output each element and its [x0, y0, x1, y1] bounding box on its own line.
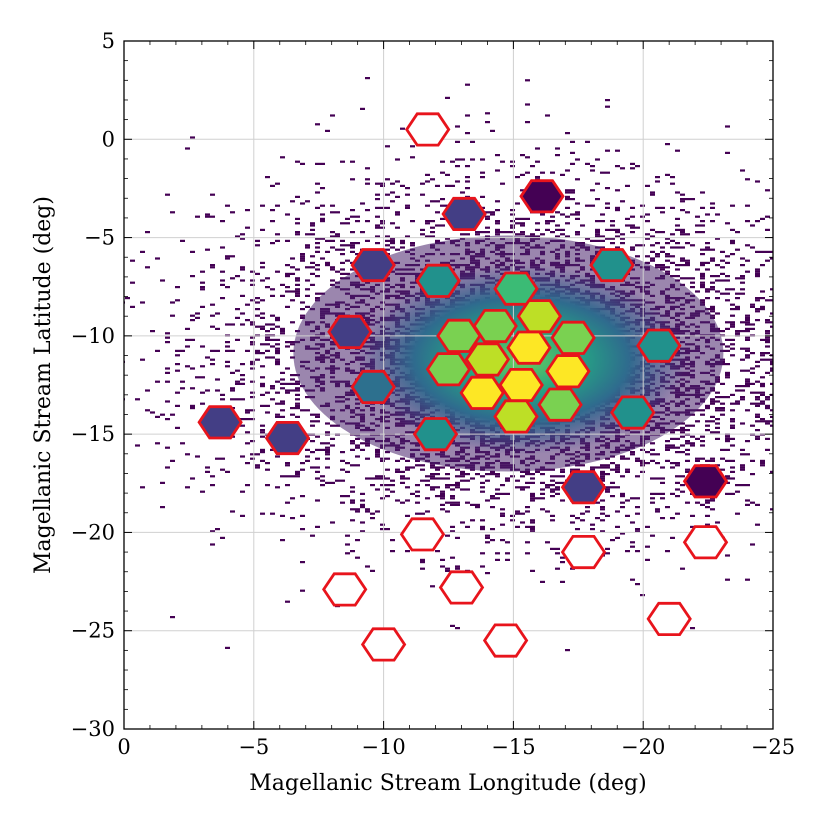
plot-frame: [123, 40, 774, 730]
field-hexagons: [197, 112, 729, 662]
field-hexagon: [560, 470, 607, 505]
field-hexagon: [610, 395, 656, 430]
field-hexagon: [550, 320, 596, 355]
field-hexagon: [589, 248, 635, 283]
y-tick-label: 5: [102, 29, 115, 53]
field-hexagon: [360, 627, 407, 662]
field-hexagon: [516, 299, 563, 334]
y-tick-label: −15: [71, 422, 115, 446]
field-hexagon: [197, 405, 243, 440]
x-tick-label: −20: [621, 735, 665, 759]
y-axis-label: Magellanic Stream Latitude (deg): [31, 196, 56, 574]
y-tick-label: −5: [84, 226, 115, 250]
x-tick-label: −15: [491, 735, 535, 759]
field-hexagon: [405, 112, 451, 147]
field-hexagon: [498, 367, 544, 403]
y-tick-label: −10: [71, 324, 115, 348]
x-tick-label: −10: [361, 735, 405, 759]
field-hexagon: [682, 464, 729, 499]
field-hexagon: [436, 318, 482, 353]
field-hexagon: [636, 328, 682, 363]
y-tick-label: −30: [71, 717, 115, 741]
field-hexagon: [438, 570, 485, 605]
field-hexagon: [264, 420, 311, 456]
x-tick-label: −5: [238, 735, 269, 759]
axes: 0 −5 −10 −15 −20 −25 5 0 −5 −10 −15 −20 −25 −30: [71, 29, 795, 759]
field-hexagon: [441, 196, 487, 232]
y-tick-label: −25: [71, 619, 115, 643]
field-hexagon: [464, 342, 511, 377]
field-hexagon: [415, 263, 461, 298]
field-hexagon: [327, 314, 373, 350]
field-hexagon: [350, 369, 396, 405]
field-hexagon: [412, 417, 459, 452]
y-tick-label: 0: [102, 127, 115, 151]
x-axis-label: Magellanic Stream Longitude (deg): [249, 771, 646, 796]
field-hexagon: [425, 352, 472, 387]
field-hexagon: [545, 354, 591, 389]
field-hexagon: [519, 179, 565, 214]
field-hexagon: [537, 387, 583, 422]
field-hexagon: [506, 330, 552, 365]
field-hexagon: [646, 601, 692, 636]
field-hexagon: [493, 399, 539, 434]
field-hexagon: [399, 517, 446, 552]
field-hexagon: [482, 623, 529, 658]
x-tick-label: −25: [751, 735, 795, 759]
field-hexagon: [682, 525, 729, 560]
field-hexagon: [459, 375, 505, 410]
x-tick-label: 0: [117, 735, 130, 759]
field-hexagon: [322, 572, 368, 607]
field-hexagon: [560, 535, 607, 570]
field-hexagon: [350, 248, 396, 283]
y-tick-label: −20: [71, 520, 115, 544]
